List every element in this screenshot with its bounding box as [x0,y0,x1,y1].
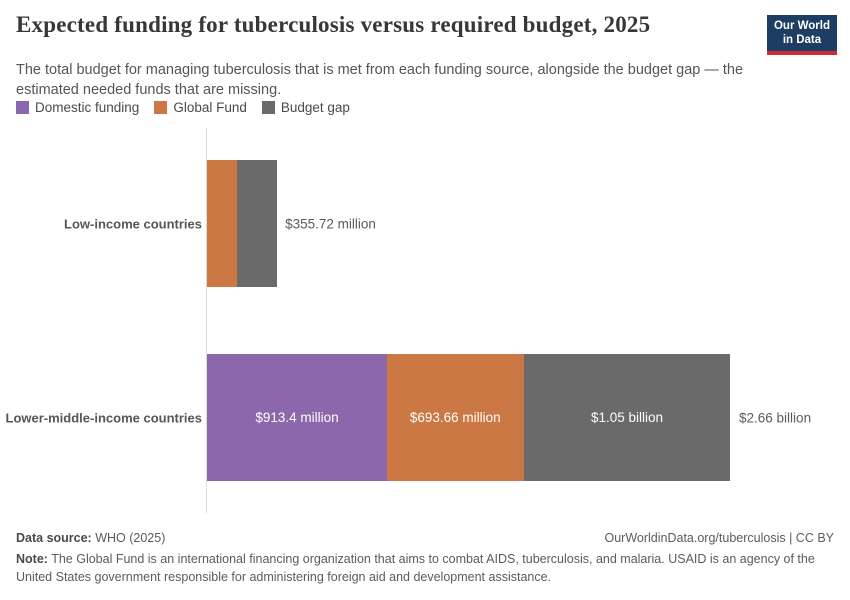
owid-logo-line2: in Data [782,33,822,46]
owid-logo[interactable]: Our World in Data [766,15,837,56]
legend-item-budget-gap[interactable]: Budget gap [261,100,350,115]
legend-label: Global Fund [173,100,247,115]
bar-segment-global-fund[interactable] [207,160,237,287]
y-axis-line [206,128,207,513]
legend-label: Budget gap [280,100,350,115]
bar-segment-domestic-funding[interactable]: $913.4 million [207,354,387,481]
data-source-value: WHO (2025) [95,531,166,545]
bar-segment-global-fund[interactable]: $693.66 million [386,354,524,481]
legend-swatch [261,101,275,114]
bar-row-low-income-countries: Low-income countries $355.72 million [0,160,850,287]
category-label: Low-income countries [64,216,202,231]
bar-row-lower-middle-income-countries: Lower-middle-income countries $913.4 mill… [0,354,850,481]
total-value-label: $355.72 million [285,216,376,231]
legend-label: Domestic funding [35,100,140,115]
note-text: The Global Fund is an international fina… [16,552,815,584]
legend-swatch [154,101,168,114]
legend-item-global-fund[interactable]: Global Fund [154,100,247,115]
owid-license-link[interactable]: OurWorldinData.org/tuberculosis | CC BY [604,531,835,545]
segment-value-label: $913.4 million [255,410,339,425]
segment-value-label: $693.66 million [409,410,501,425]
chart-area: Low-income countries $355.72 million Lower… [0,128,850,513]
chart-footer: Data source: WHO (2025) OurWorldinData.o… [16,531,834,587]
note-label: Note: [16,552,48,566]
legend: Domestic funding Global Fund Budget gap [16,100,350,115]
legend-swatch [16,101,29,114]
data-source-label: Data source: [16,531,92,545]
legend-item-domestic-funding[interactable]: Domestic funding [16,100,139,115]
chart-subtitle: The total budget for managing tuberculos… [16,62,744,99]
source-row: Data source: WHO (2025) OurWorldinData.o… [16,531,834,545]
bar-segment-budget-gap[interactable] [236,160,278,287]
owid-logo-line1: Our World [773,20,830,32]
total-value-label: $2.66 billion [739,410,812,425]
bar-segment-budget-gap[interactable]: $1.05 billion [523,354,731,481]
segment-value-label: $1.05 billion [590,410,664,425]
page-title: Expected funding for tuberculosis versus… [16,12,651,37]
category-label: Lower-middle-income countries [5,410,202,425]
data-source: Data source: WHO (2025) [16,531,165,545]
chart-note: Note: The Global Fund is an internationa… [16,551,816,587]
